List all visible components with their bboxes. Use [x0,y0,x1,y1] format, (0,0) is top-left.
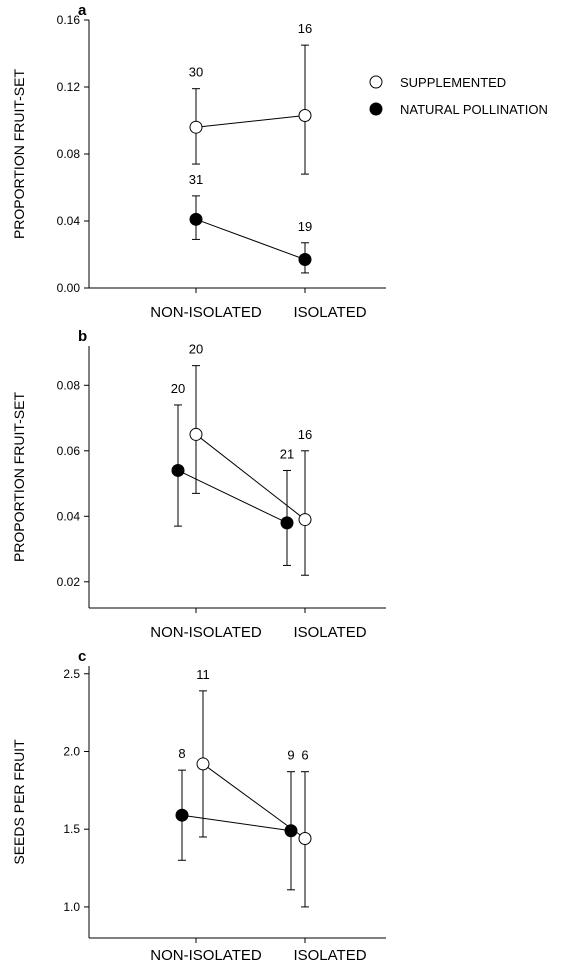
filled-point [280,516,294,530]
panel-c: c 1.0 1.5 2.0 2.5 NON-ISOLATED ISOLATED SEEDS P… [11,648,386,964]
sample-size-label: 16 [298,21,312,36]
legend-marker [369,102,383,116]
open-point [298,108,312,122]
sample-size-label: 8 [178,746,185,761]
panel-letter: a [78,2,87,19]
panel-a: a 0.00 0.04 0.08 0.12 0.16 NON-ISOLATED ISOLATE… [11,2,548,321]
panel-letter: b [78,328,87,345]
x-category-label: ISOLATED [293,304,366,321]
open-point [196,757,210,771]
legend-marker [369,75,383,89]
filled-point [284,824,298,838]
filled-point [171,463,185,477]
series-line [195,114,306,128]
sample-size-label: 20 [171,381,185,396]
y-tick-label: 0.06 [57,444,81,458]
y-tick-label: 0.00 [57,281,81,295]
sample-size-label: 9 [287,748,294,763]
y-tick-label: 1.0 [63,900,80,914]
panel-b: b 0.02 0.04 0.06 0.08 NON-ISOLATED ISOLATED PRO… [11,328,386,641]
x-category-label: NON-ISOLATED [150,947,262,964]
y-tick-label: 0.08 [57,147,81,161]
sample-size-label: 20 [189,342,203,357]
y-tick-label: 1.5 [63,822,80,836]
x-category-label: ISOLATED [293,947,366,964]
y-axis-title: PROPORTION FRUIT-SET [11,392,27,563]
sample-size-label: 31 [189,172,203,187]
open-point [298,513,312,527]
sample-size-label: 21 [280,446,294,461]
sample-size-label: 19 [298,219,312,234]
legend: SUPPLEMENTED NATURAL POLLINATION [369,75,548,117]
y-tick-label: 0.04 [57,509,81,523]
sample-size-label: 6 [301,748,308,763]
filled-point [189,212,203,226]
y-tick-label: 2.0 [63,744,80,758]
y-axis-title: PROPORTION FRUIT-SET [11,69,27,240]
filled-point [175,808,189,822]
filled-point [298,253,312,267]
open-point [189,120,203,134]
y-tick-label: 0.12 [57,80,81,94]
y-tick-label: 2.5 [63,667,80,681]
sample-size-label: 11 [196,667,210,682]
y-axis-title: SEEDS PER FRUIT [11,739,27,865]
y-tick-label: 0.02 [57,575,81,589]
panel-letter: c [78,648,86,665]
x-category-label: ISOLATED [293,624,366,641]
series-line [181,814,292,832]
sample-size-label: 16 [298,427,312,442]
y-tick-label: 0.04 [57,214,81,228]
y-tick-label: 0.08 [57,378,81,392]
legend-label: NATURAL POLLINATION [400,102,548,117]
y-tick-label: 0.16 [57,13,81,27]
sample-size-label: 30 [189,65,203,80]
open-point [298,832,312,846]
open-point [189,427,203,441]
x-category-label: NON-ISOLATED [150,624,262,641]
series-line [195,218,306,260]
series-line [177,469,288,524]
x-category-label: NON-ISOLATED [150,304,262,321]
legend-label: SUPPLEMENTED [400,75,506,90]
